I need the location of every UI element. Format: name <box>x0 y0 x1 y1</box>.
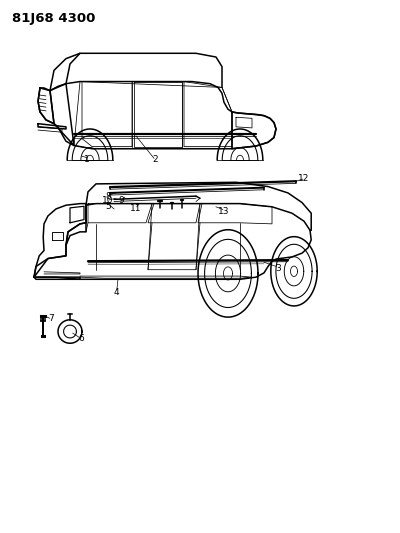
Text: 81J68 4300: 81J68 4300 <box>12 12 95 25</box>
Text: 9: 9 <box>118 196 124 205</box>
Text: 4: 4 <box>113 288 119 296</box>
Text: 5: 5 <box>105 202 111 211</box>
Text: 7: 7 <box>48 314 54 322</box>
Text: 12: 12 <box>298 174 310 182</box>
Text: 3: 3 <box>275 264 281 272</box>
Text: 8: 8 <box>105 192 111 200</box>
Text: 13: 13 <box>218 207 230 215</box>
Text: 10: 10 <box>102 197 114 205</box>
Text: 2: 2 <box>152 156 158 164</box>
Text: 1: 1 <box>84 156 90 164</box>
Text: 6: 6 <box>78 334 84 343</box>
Text: 11: 11 <box>130 204 142 213</box>
